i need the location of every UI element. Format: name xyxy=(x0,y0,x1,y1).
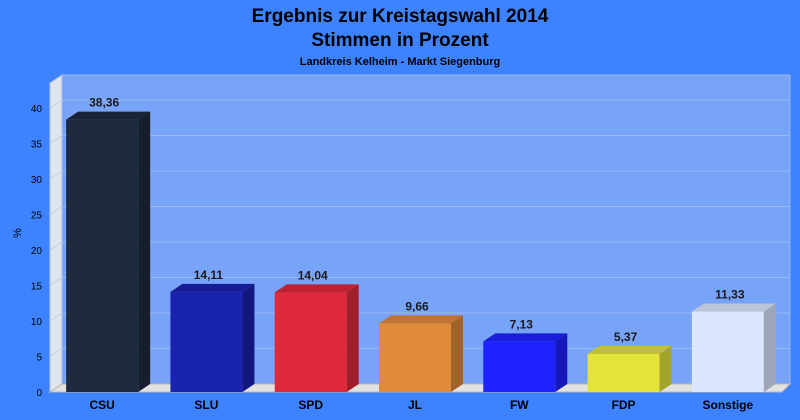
x-tick-label: JL xyxy=(408,398,422,412)
bar-fdp xyxy=(587,345,672,392)
bar-fw xyxy=(483,333,568,392)
bar-front xyxy=(170,291,243,392)
y-tick-label: 30 xyxy=(31,175,43,186)
gridline-side xyxy=(49,135,63,144)
bar-top xyxy=(483,333,568,342)
bar-csu xyxy=(66,111,151,393)
y-tick-label: 35 xyxy=(31,140,43,151)
y-tick-label: 0 xyxy=(36,388,42,399)
gridline-side xyxy=(49,206,63,215)
bar-front xyxy=(66,119,139,393)
bar-sonstige xyxy=(691,303,776,392)
x-tick-label: SLU xyxy=(194,398,218,412)
data-label: 38,36 xyxy=(89,96,119,110)
bar-top xyxy=(274,284,359,293)
y-tick-label: 5 xyxy=(36,353,42,364)
bar-side xyxy=(242,283,255,392)
gridline-side xyxy=(49,99,63,109)
bar-front xyxy=(691,311,764,392)
bar-slu xyxy=(170,283,255,392)
chart-subtitle: Landkreis Kelheim - Markt Siegenburg xyxy=(300,56,501,68)
data-label: 7,13 xyxy=(510,317,534,331)
bar-front xyxy=(483,341,556,392)
data-label: 9,66 xyxy=(405,299,429,313)
y-tick-label: 10 xyxy=(31,317,43,328)
chart-title-line2: Stimmen in Prozent xyxy=(311,30,489,51)
y-tick-label: 25 xyxy=(31,211,43,222)
bar-spd xyxy=(274,284,359,392)
bar-side xyxy=(451,315,463,392)
chart-title: Ergebnis zur Kreistagswahl 2014 xyxy=(252,6,549,27)
x-tick-label: SPD xyxy=(298,398,323,412)
bar-top xyxy=(170,283,255,292)
gridline-side xyxy=(49,348,63,357)
y-tick-label: 40 xyxy=(31,104,43,115)
data-label: 5,37 xyxy=(614,330,638,344)
bar-top xyxy=(379,315,463,324)
bar-front xyxy=(274,292,347,392)
gridline-side xyxy=(49,241,63,251)
gridline-side xyxy=(49,170,63,180)
bar-front xyxy=(587,353,660,392)
gridline-side xyxy=(49,312,63,322)
gridline-side xyxy=(49,277,63,286)
bar-side xyxy=(555,333,568,392)
bar-jl xyxy=(379,315,463,392)
data-label: 11,33 xyxy=(715,288,745,302)
bar-top xyxy=(66,111,151,120)
bar-side xyxy=(346,284,359,392)
bar-side xyxy=(659,345,672,392)
bar-side xyxy=(138,111,151,393)
y-tick-label: 20 xyxy=(31,246,43,257)
x-tick-label: FW xyxy=(510,398,529,412)
bar-top xyxy=(587,345,672,354)
plot-left-wall xyxy=(49,74,63,393)
bar-front xyxy=(379,323,451,392)
x-tick-label: FDP xyxy=(612,398,636,412)
data-label: 14,04 xyxy=(298,268,328,282)
bar-top xyxy=(691,303,776,312)
y-tick-label: 15 xyxy=(31,282,43,293)
x-tick-label: Sonstige xyxy=(703,398,754,412)
bar-side xyxy=(763,303,776,392)
data-label: 14,11 xyxy=(194,268,224,282)
x-tick-label: CSU xyxy=(89,398,114,412)
y-axis-title: % xyxy=(12,228,24,238)
